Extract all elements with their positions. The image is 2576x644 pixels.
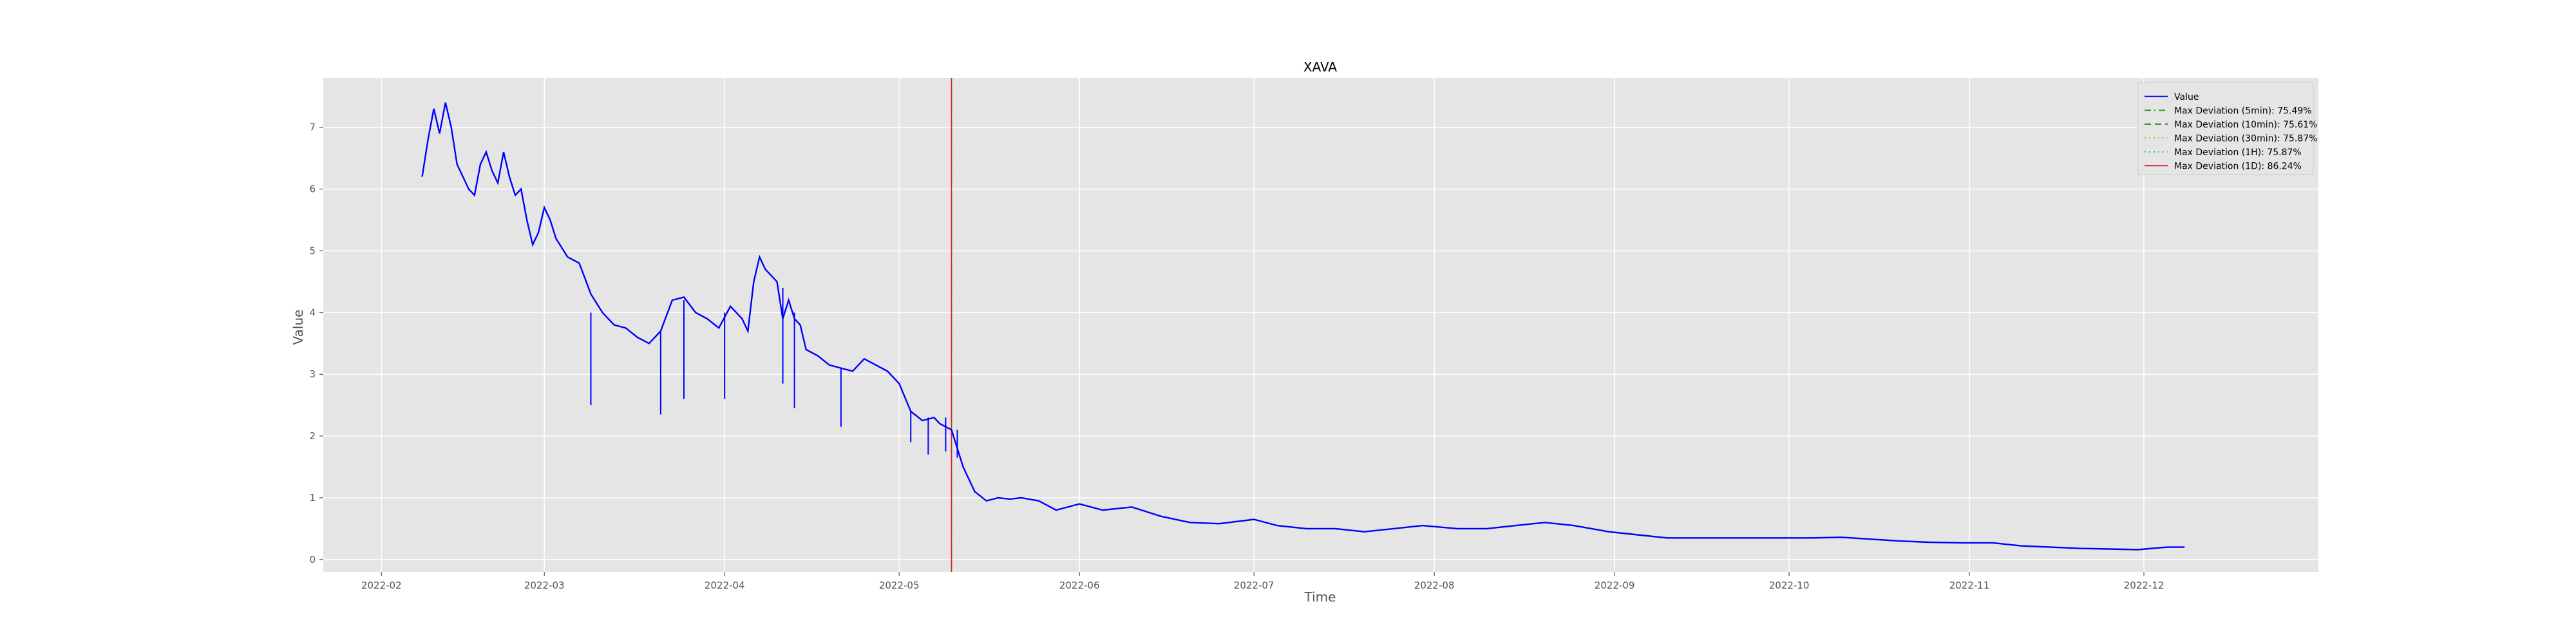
x-tick-label: 2022-08 (1414, 580, 1455, 591)
y-tick-label: 3 (309, 368, 316, 380)
y-tick-label: 5 (309, 245, 316, 256)
y-tick-label: 1 (309, 492, 316, 504)
x-tick-label: 2022-05 (879, 580, 920, 591)
value-series-spikes (590, 287, 958, 458)
x-axis-label: Time (1304, 589, 1336, 605)
y-axis-ticks: 0 1 2 3 4 5 6 7 (309, 122, 323, 565)
y-tick-label: 0 (309, 554, 316, 565)
legend-label: Max Deviation (5min): 75.49% (2174, 106, 2312, 116)
chart-title: XAVA (1303, 59, 1338, 75)
legend-label: Max Deviation (30min): 75.87% (2174, 133, 2318, 144)
plot-area (323, 78, 2318, 572)
legend: Value Max Deviation (5min): 75.49% Max Dev… (2137, 82, 2318, 175)
value-series-line (421, 102, 2185, 551)
x-tick-label: 2022-11 (1949, 580, 1990, 591)
x-tick-label: 2022-12 (2124, 580, 2164, 591)
x-tick-label: 2022-06 (1059, 580, 1100, 591)
y-tick-label: 7 (309, 122, 316, 133)
x-tick-label: 2022-10 (1769, 580, 1810, 591)
legend-label: Max Deviation (1H): 75.87% (2174, 147, 2302, 158)
x-tick-label: 2022-03 (524, 580, 565, 591)
x-tick-label: 2022-07 (1234, 580, 1274, 591)
y-tick-label: 4 (309, 307, 316, 318)
x-tick-label: 2022-02 (361, 580, 402, 591)
legend-label: Max Deviation (1D): 86.24% (2174, 161, 2302, 171)
x-tick-label: 2022-04 (705, 580, 745, 591)
legend-label: Value (2174, 92, 2199, 102)
grid-lines (323, 78, 2318, 572)
y-tick-label: 6 (309, 184, 316, 195)
legend-box (2137, 82, 2314, 175)
y-tick-label: 2 (309, 430, 316, 442)
x-tick-label: 2022-09 (1595, 580, 1635, 591)
x-axis-ticks: 2022-02 2022-03 2022-04 2022-05 2022-06 2022-… (361, 572, 2164, 591)
y-axis-label: Value (290, 310, 306, 345)
legend-label: Max Deviation (10min): 75.61% (2174, 120, 2318, 130)
